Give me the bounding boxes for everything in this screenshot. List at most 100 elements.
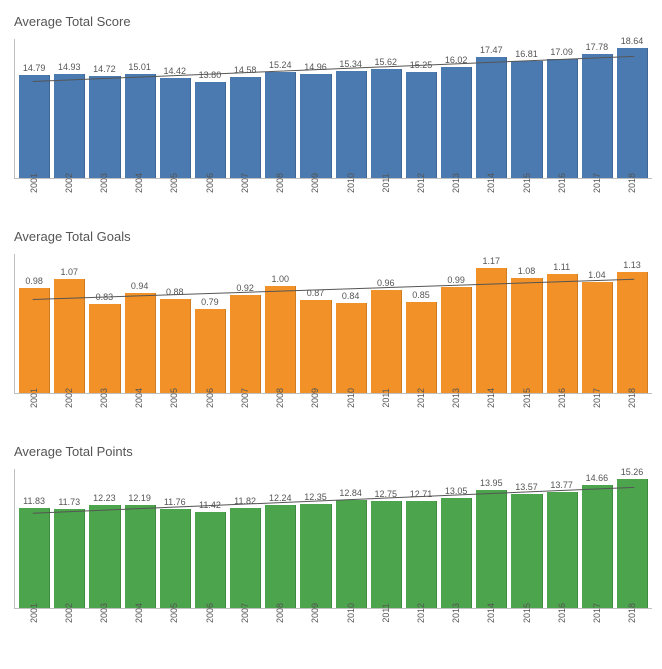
x-tick-label: 2005 (169, 173, 179, 193)
x-tick-label: 2015 (522, 603, 532, 623)
bar: 0.79 (195, 309, 226, 393)
bar: 17.47 (476, 57, 507, 178)
bar: 12.23 (89, 505, 120, 608)
bar-value-label: 14.58 (234, 65, 257, 75)
bar-slot: 15.34 (334, 39, 369, 178)
bar-slot: 1.13 (615, 254, 650, 393)
x-tick-label: 2012 (416, 388, 426, 408)
bar: 11.82 (230, 508, 261, 608)
x-tick-label: 2005 (169, 603, 179, 623)
bar-value-label: 1.08 (518, 266, 536, 276)
bar: 14.72 (89, 76, 120, 178)
x-tick-label: 2015 (522, 173, 532, 193)
bar: 16.81 (511, 61, 542, 178)
bar-value-label: 14.93 (58, 62, 81, 72)
bar-slot: 17.09 (545, 39, 580, 178)
bar-slot: 1.04 (580, 254, 615, 393)
bar: 13.77 (547, 492, 578, 608)
x-tick-label: 2018 (627, 173, 637, 193)
x-tick-label: 2017 (592, 603, 602, 623)
bar: 15.62 (371, 69, 402, 178)
x-tick-label: 2007 (240, 603, 250, 623)
bar-slot: 15.25 (404, 39, 439, 178)
bar-slot: 16.81 (509, 39, 544, 178)
bar: 17.78 (582, 54, 613, 178)
bar-slot: 12.75 (369, 469, 404, 608)
x-tick-label: 2001 (29, 173, 39, 193)
bar: 11.42 (195, 512, 226, 608)
bar-slot: 14.58 (228, 39, 263, 178)
bar-value-label: 0.79 (201, 297, 219, 307)
bar: 13.95 (476, 490, 507, 608)
bar: 14.58 (230, 77, 261, 178)
x-tick-label: 2018 (627, 603, 637, 623)
bar-slot: 0.79 (193, 254, 228, 393)
bar-value-label: 11.83 (23, 496, 45, 506)
bar: 0.85 (406, 302, 437, 393)
bar-value-label: 14.66 (586, 473, 609, 483)
bar-slot: 17.47 (474, 39, 509, 178)
bar: 1.17 (476, 268, 507, 393)
bar-value-label: 11.76 (164, 497, 186, 507)
bar-value-label: 11.82 (234, 496, 256, 506)
bar-value-label: 15.01 (128, 62, 151, 72)
bar-value-label: 12.24 (269, 493, 292, 503)
bar-value-label: 17.78 (586, 42, 609, 52)
bar: 15.24 (265, 72, 296, 178)
x-tick-label: 2009 (310, 603, 320, 623)
x-tick-label: 2016 (557, 603, 567, 623)
bar-value-label: 13.05 (445, 486, 468, 496)
x-tick-label: 2011 (381, 388, 391, 407)
x-tick-label: 2006 (205, 173, 215, 193)
bar-slot: 13.95 (474, 469, 509, 608)
x-tick-label: 2007 (240, 173, 250, 193)
bar-value-label: 0.99 (447, 275, 465, 285)
bar-value-label: 13.95 (480, 478, 503, 488)
bar-value-label: 12.35 (304, 492, 327, 502)
bar-slot: 13.77 (545, 469, 580, 608)
bar-value-label: 1.07 (60, 267, 78, 277)
bar-slot: 0.84 (334, 254, 369, 393)
bar-value-label: 15.34 (339, 59, 362, 69)
bar-slot: 14.79 (17, 39, 52, 178)
x-tick-label: 2002 (64, 388, 74, 408)
bar-slot: 0.85 (404, 254, 439, 393)
x-tick-label: 2015 (522, 388, 532, 408)
bar: 12.35 (300, 504, 331, 608)
bar-slot: 12.19 (123, 469, 158, 608)
x-tick-label: 2010 (346, 603, 356, 623)
x-tick-label: 2017 (592, 388, 602, 408)
x-tick-label: 2012 (416, 603, 426, 623)
bar: 11.73 (54, 509, 85, 608)
bar-slot: 0.96 (369, 254, 404, 393)
x-tick-label: 2010 (346, 173, 356, 193)
bar: 0.94 (125, 293, 156, 394)
bar: 0.83 (89, 304, 120, 393)
bar: 12.19 (125, 505, 156, 608)
bar-value-label: 14.96 (304, 62, 327, 72)
bar-value-label: 13.80 (199, 70, 222, 80)
bar-slot: 0.98 (17, 254, 52, 393)
x-tick-label: 2003 (99, 173, 109, 193)
bar: 0.99 (441, 287, 472, 393)
x-tick-label: 2009 (310, 388, 320, 408)
x-tick-label: 2004 (134, 173, 144, 193)
x-axis: 2001200220032004200520062007200820092010… (14, 609, 652, 641)
bar-slot: 1.11 (545, 254, 580, 393)
bar-slot: 11.83 (17, 469, 52, 608)
chart-title: Average Total Goals (14, 229, 652, 244)
x-tick-label: 2001 (29, 388, 39, 408)
bar-slot: 18.64 (615, 39, 650, 178)
bar-value-label: 18.64 (621, 36, 644, 46)
bar-value-label: 0.84 (342, 291, 360, 301)
bar-slot: 0.87 (298, 254, 333, 393)
bar: 14.79 (19, 75, 50, 178)
x-tick-label: 2010 (346, 388, 356, 408)
bar-value-label: 13.77 (550, 480, 573, 490)
bar-slot: 13.05 (439, 469, 474, 608)
bar-value-label: 17.47 (480, 45, 503, 55)
bar-value-label: 0.85 (412, 290, 430, 300)
bar: 13.57 (511, 494, 542, 608)
bar-slot: 0.92 (228, 254, 263, 393)
chart-title: Average Total Points (14, 444, 652, 459)
